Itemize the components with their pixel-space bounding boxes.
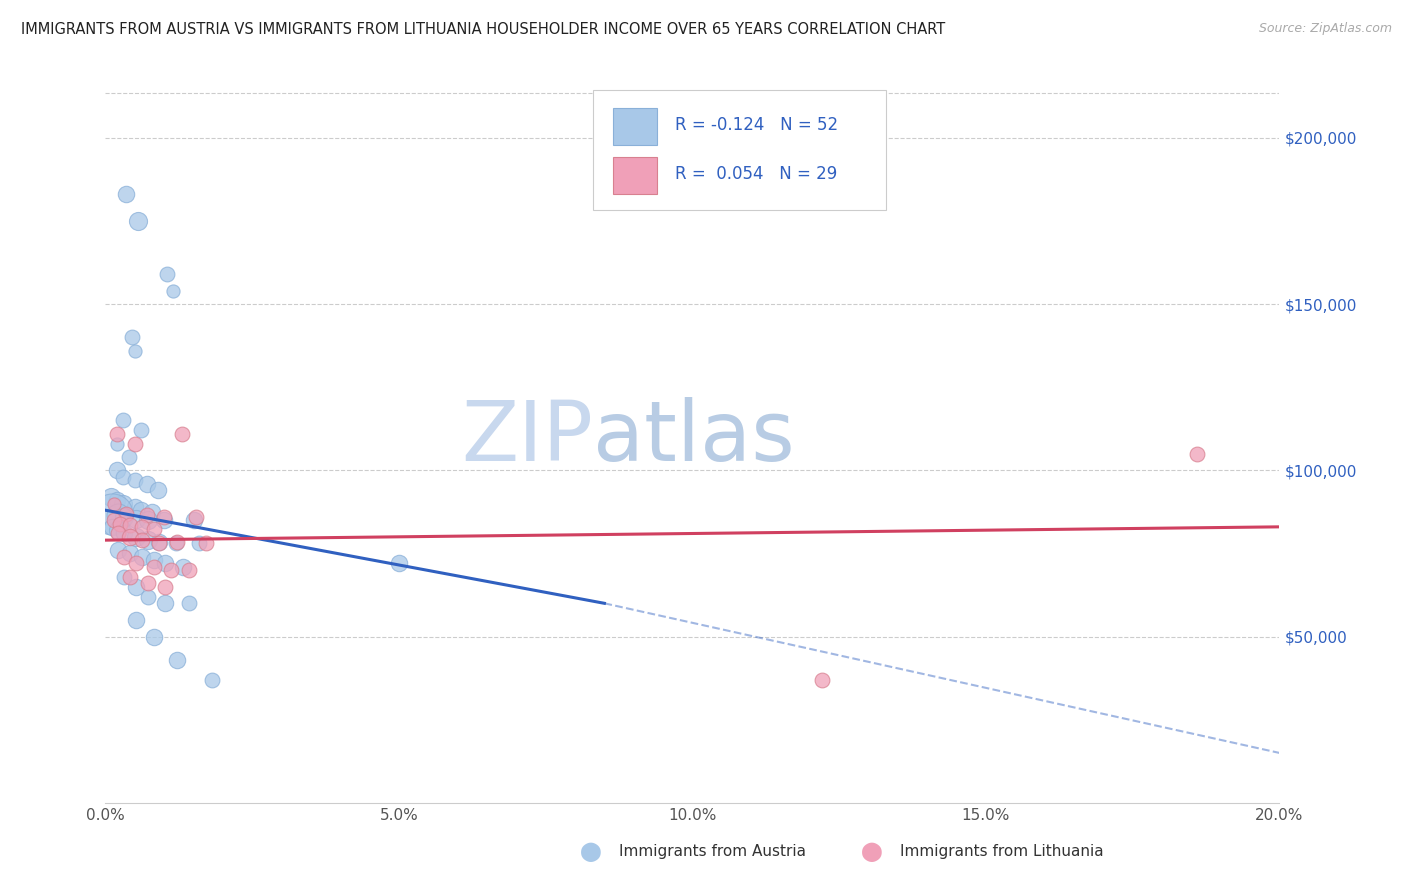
Point [135,508,157,523]
Point [103,497,125,511]
Point [201,673,224,687]
Point [112,509,135,524]
Point [105,463,128,477]
Point [160,563,183,577]
Point [103,513,125,527]
Point [141,505,163,519]
Text: Immigrants from Lithuania: Immigrants from Lithuania [900,845,1104,859]
Text: atlas: atlas [593,397,794,477]
Point [120,518,142,533]
Text: Source: ZipAtlas.com: Source: ZipAtlas.com [1258,22,1392,36]
Point [1187,447,1209,461]
Point [388,557,411,571]
Text: R = -0.124   N = 52: R = -0.124 N = 52 [675,116,838,134]
Point [166,534,188,549]
Point [156,267,179,281]
Point [105,493,128,508]
Point [125,580,148,594]
Point [125,511,148,525]
Point [155,596,177,610]
Point [108,516,131,531]
Point [195,536,218,550]
Point [105,426,128,441]
Point [153,513,176,527]
Point [131,549,153,564]
Point [153,509,176,524]
Point [101,507,124,521]
Point [162,284,184,298]
Point [165,536,187,550]
Point [112,470,135,484]
Text: Immigrants from Austria: Immigrants from Austria [619,845,806,859]
Point [135,476,157,491]
Point [121,330,143,344]
Point [115,507,138,521]
Point [142,553,165,567]
Point [131,533,153,548]
Point [124,500,146,514]
Text: R =  0.054   N = 29: R = 0.054 N = 29 [675,166,837,184]
Point [136,576,159,591]
Point [148,534,170,549]
Point [131,520,153,534]
Point [124,473,146,487]
Bar [613,108,657,145]
Point [148,483,170,498]
Point [112,549,135,564]
Point [155,557,177,571]
Text: IMMIGRANTS FROM AUSTRIA VS IMMIGRANTS FROM LITHUANIA HOUSEHOLDER INCOME OVER 65 : IMMIGRANTS FROM AUSTRIA VS IMMIGRANTS FR… [21,22,945,37]
Point [118,450,141,464]
Text: ZIP: ZIP [461,397,593,477]
Point [177,596,200,610]
Point [136,533,159,548]
Point [125,613,148,627]
Point [105,436,128,450]
Point [125,557,148,571]
Point [183,513,205,527]
Point [142,521,165,535]
Point [100,490,122,504]
Point [186,509,208,524]
Point [112,413,135,427]
Point [107,523,129,537]
Point [124,343,146,358]
Text: ⬤: ⬤ [860,842,883,862]
Point [188,536,211,550]
Point [136,513,159,527]
Point [125,530,148,544]
Point [107,543,129,558]
Text: ⬤: ⬤ [579,842,602,862]
Point [142,559,165,574]
Point [166,653,188,667]
Point [148,536,170,550]
Point [172,559,194,574]
Point [107,526,129,541]
Point [120,546,142,560]
Point [170,426,193,441]
FancyBboxPatch shape [593,90,886,211]
Point [142,630,165,644]
Point [112,497,135,511]
Point [810,673,832,687]
Point [127,214,149,228]
Point [136,590,159,604]
Point [120,570,142,584]
Point [129,424,152,438]
Point [107,508,129,523]
Point [124,436,146,450]
Point [177,563,200,577]
Point [112,526,135,541]
Point [155,580,177,594]
Bar [613,157,657,194]
Point [101,520,124,534]
Point [115,187,138,202]
Point [129,503,152,517]
Point [120,530,142,544]
Point [112,570,135,584]
